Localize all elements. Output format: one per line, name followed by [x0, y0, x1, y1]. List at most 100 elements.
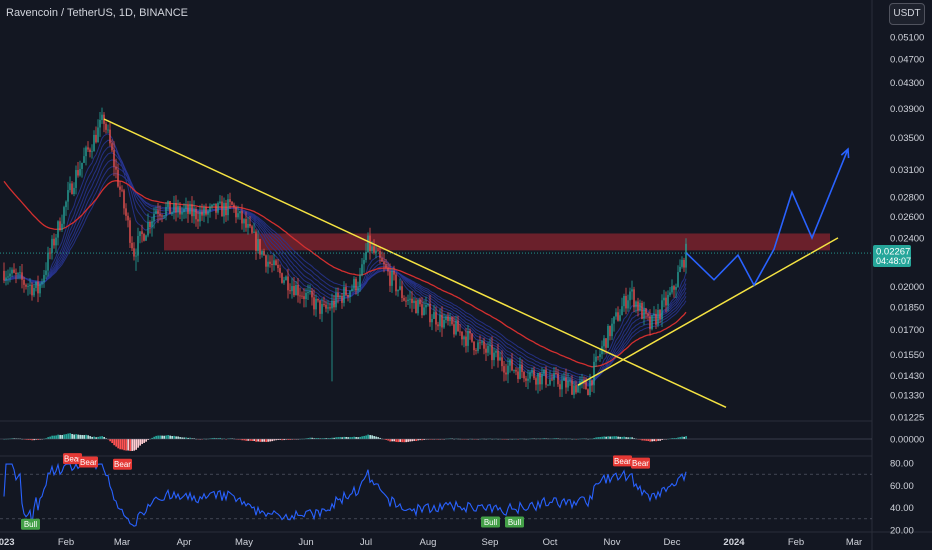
candle-body — [57, 221, 59, 238]
candle-body — [647, 313, 649, 317]
rsi-tick-label: 20.00 — [890, 526, 914, 537]
macd-histogram-bar — [239, 439, 241, 440]
macd-histogram-bar — [353, 436, 355, 439]
candle-body — [45, 270, 47, 275]
price-tick-label: 0.02600 — [890, 212, 924, 223]
macd-histogram-bar — [289, 439, 291, 440]
candle-body — [99, 119, 101, 128]
macd-histogram-bar — [309, 437, 311, 439]
candle-body — [343, 287, 345, 303]
macd-histogram-bar — [349, 437, 351, 439]
candle-body — [509, 359, 511, 366]
candle-body — [131, 242, 133, 249]
candle-body — [155, 210, 157, 214]
candle-body — [277, 264, 279, 269]
candle-body — [267, 261, 269, 267]
macd-histogram-bar — [629, 437, 631, 439]
macd-histogram-bar — [237, 439, 239, 440]
candle-body — [231, 201, 233, 205]
macd-histogram-bar — [135, 439, 137, 450]
candle-body — [121, 189, 123, 191]
candle-body — [475, 350, 477, 352]
price-tick-label: 0.01550 — [890, 350, 924, 361]
candle-body — [627, 300, 629, 309]
candle-body — [453, 324, 455, 335]
candle-body — [177, 205, 179, 213]
rsi-signal-label: Bull — [484, 518, 498, 527]
candle-body — [303, 296, 305, 300]
candle-body — [247, 224, 249, 228]
candle-body — [49, 252, 51, 254]
ma-ribbon-line — [3, 159, 687, 383]
candle-body — [353, 278, 355, 289]
candle-body — [145, 235, 147, 241]
candle-body — [503, 366, 505, 373]
candle-body — [349, 290, 351, 297]
candle-body — [269, 261, 271, 264]
candle-body — [551, 379, 553, 381]
candle-body — [157, 210, 159, 214]
macd-histogram-bar — [257, 439, 259, 442]
macd-histogram-bar — [267, 439, 269, 442]
macd-histogram-bar — [409, 439, 411, 442]
macd-histogram-bar — [243, 439, 245, 441]
candle-body — [79, 168, 81, 176]
candle-body — [671, 286, 673, 293]
candle-body — [235, 207, 237, 218]
price-tick-label: 0.03100 — [890, 165, 924, 176]
macd-histogram-bar — [229, 438, 231, 439]
candle-body — [17, 273, 19, 275]
candle-body — [637, 301, 639, 311]
candle-body — [335, 292, 337, 308]
candle-body — [419, 299, 421, 305]
candle-body — [621, 306, 623, 316]
candle-body — [173, 203, 175, 213]
candle-body — [279, 268, 281, 274]
macd-histogram-bar — [25, 439, 27, 440]
candle-body — [243, 219, 245, 224]
candle-body — [463, 336, 465, 340]
rsi-tick-label: 60.00 — [890, 481, 914, 492]
macd-histogram-bar — [109, 439, 111, 442]
macd-histogram-bar — [81, 435, 83, 439]
candle-body — [629, 291, 631, 301]
macd-histogram-bar — [277, 439, 279, 440]
candle-body — [565, 377, 567, 388]
candle-body — [111, 143, 113, 151]
candle-body — [537, 373, 539, 385]
macd-histogram-bar — [163, 435, 165, 439]
rsi-signal-badge — [79, 456, 98, 468]
rsi-signal-badge — [21, 518, 40, 530]
macd-histogram-bar — [283, 439, 285, 441]
candle-body — [245, 219, 247, 228]
candle-body — [221, 201, 223, 217]
candle-body — [589, 380, 591, 396]
candle-body — [287, 276, 289, 291]
candle-body — [183, 209, 185, 213]
macd-histogram-bar — [627, 437, 629, 439]
macd-histogram-bar — [191, 438, 193, 439]
candle-body — [87, 147, 89, 150]
currency-button[interactable]: USDT — [889, 3, 925, 25]
candle-body — [541, 373, 543, 385]
ma-ribbon-line — [3, 146, 687, 385]
candle-body — [239, 211, 241, 214]
candle-body — [391, 270, 393, 286]
macd-histogram-bar — [335, 437, 337, 439]
candle-body — [185, 205, 187, 210]
candle-body — [27, 286, 29, 287]
price-tick-label: 0.03900 — [890, 104, 924, 115]
macd-histogram-bar — [69, 433, 71, 439]
macd-histogram-bar — [419, 439, 421, 441]
macd-histogram-bar — [315, 438, 317, 439]
macd-histogram-bar — [53, 435, 55, 439]
candle-body — [175, 203, 177, 213]
candle-body — [479, 342, 481, 344]
candle-body — [201, 211, 203, 216]
candle-body — [571, 380, 573, 395]
macd-histogram-bar — [675, 438, 677, 439]
candle-body — [107, 129, 109, 131]
macd-histogram-bar — [333, 437, 335, 439]
time-tick-label: Dec — [664, 537, 681, 548]
